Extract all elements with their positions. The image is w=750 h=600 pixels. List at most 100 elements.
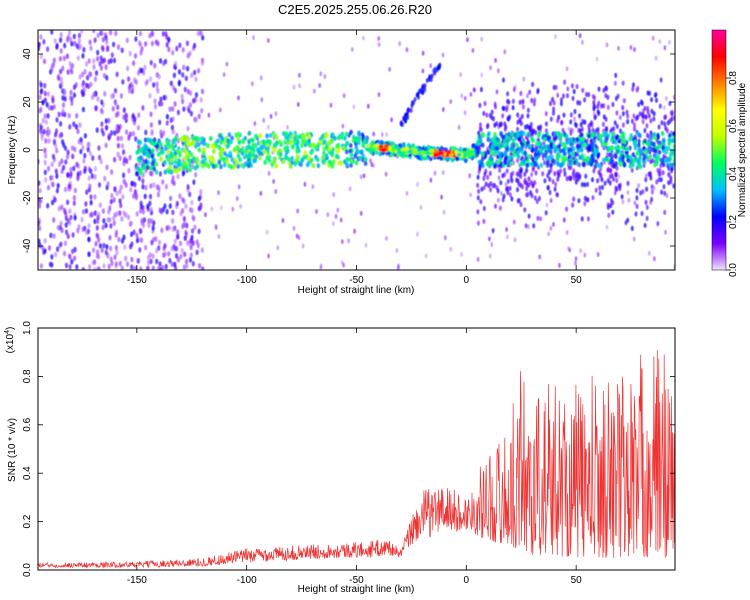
spectrogram-cell xyxy=(550,154,554,160)
spectrogram-cell xyxy=(665,128,669,134)
spectrogram-cell xyxy=(96,56,100,62)
colorbar-tick-label: 0.4 xyxy=(728,167,739,181)
spectrogram-cell xyxy=(59,68,63,75)
spectrogram-cell xyxy=(583,142,587,148)
spectrogram-cell xyxy=(536,215,540,221)
spectrogram-cell xyxy=(530,172,533,178)
spectrogram-cell xyxy=(353,228,356,234)
spectrogram-cell xyxy=(127,167,131,174)
spectrogram-cell xyxy=(548,189,552,196)
spectrogram-cell xyxy=(672,183,675,189)
spectrogram-cell xyxy=(127,76,131,82)
spectrogram-cell xyxy=(211,157,215,163)
spectrogram-cell xyxy=(154,161,159,167)
spectrogram-cell xyxy=(477,133,482,139)
spectrogram-cell xyxy=(371,147,376,152)
spectrogram-cell xyxy=(615,110,619,116)
spectrogram-cell xyxy=(246,163,251,169)
spectrogram-cell xyxy=(413,151,418,155)
spectrogram-cell xyxy=(229,164,234,170)
spectrogram-cell xyxy=(76,128,80,135)
spectrogram-cell xyxy=(620,194,624,200)
spectrogram-cell xyxy=(75,113,79,119)
spectrogram-cell xyxy=(537,195,541,202)
spectrogram-cell xyxy=(654,55,658,61)
spectrogram-cell xyxy=(671,109,674,115)
spectrogram-cell xyxy=(618,138,622,144)
spectrogram-cell xyxy=(189,252,193,258)
spectrogram-cell xyxy=(329,102,333,108)
spectrogram-cell xyxy=(231,206,235,212)
spectrogram-cell xyxy=(458,146,463,152)
spectrogram-cell xyxy=(552,100,556,106)
spectrogram-cell xyxy=(490,144,495,150)
spectrogram-cell xyxy=(70,258,74,265)
spectrogram-cell xyxy=(174,253,179,259)
spectrogram-cell xyxy=(570,151,575,157)
spectrogram-cell xyxy=(156,191,160,198)
spectrogram-cell xyxy=(119,135,123,142)
spectrogram-cell xyxy=(87,58,91,64)
spectrogram-cell xyxy=(655,179,659,185)
spectrogram-cell xyxy=(146,203,150,210)
spectrogram-cell xyxy=(495,89,499,95)
spectrogram-cell xyxy=(56,182,60,189)
spectrogram-cell xyxy=(612,126,616,132)
spectrogram-cell xyxy=(637,183,640,189)
spectrogram-cell xyxy=(38,180,41,186)
spectrogram-cell xyxy=(190,164,194,170)
spectrogram-cell xyxy=(354,145,359,150)
spectrogram-cell xyxy=(324,133,329,139)
spectrogram-cell xyxy=(171,116,175,122)
spectrogram-cell xyxy=(638,155,642,160)
spectrogram-cell xyxy=(547,231,550,237)
spectrogram-cell xyxy=(487,131,491,137)
spectrogram-cell xyxy=(149,258,153,265)
spectrogram-cell xyxy=(650,141,655,147)
spectrogram-cell xyxy=(502,77,505,83)
spectrogram-cell xyxy=(50,175,54,181)
spectrogram-cell xyxy=(122,210,126,216)
spectrogram-cell xyxy=(635,203,639,209)
spectrogram-cell xyxy=(652,111,656,117)
spectrogram-cell xyxy=(89,194,93,200)
spectrogram-cell xyxy=(657,144,662,150)
spectrogram-cell xyxy=(93,37,97,43)
spectrogram-cell xyxy=(494,58,497,63)
spectrogram-cell xyxy=(62,250,67,257)
spectrogram-cell xyxy=(342,93,346,98)
spectrogram-cell xyxy=(97,211,101,218)
spectrogram-cell xyxy=(169,195,173,202)
spectrogram-cell xyxy=(289,139,293,145)
spectrogram-cell xyxy=(344,131,349,137)
colorbar-label: Normalized spectral amplitude xyxy=(737,82,748,217)
spectrogram-cell xyxy=(645,186,649,192)
spectrogram-cell xyxy=(268,133,273,138)
spectrogram-cell xyxy=(549,116,553,122)
spectrogram-cell xyxy=(251,137,255,143)
spectrogram-cell xyxy=(621,80,625,86)
spectrogram-cell xyxy=(450,157,454,163)
spectrogram-cell xyxy=(618,162,623,167)
spectrogram-cell xyxy=(632,236,636,242)
spectrogram-cell xyxy=(357,130,361,136)
spectrogram-cell xyxy=(232,147,237,153)
spectrogram-cell xyxy=(337,160,342,166)
spectrogram-cell xyxy=(163,169,168,175)
spectrogram-cell xyxy=(291,144,295,150)
spectrogram-cell xyxy=(646,109,650,115)
spectrogram-cell xyxy=(141,105,145,111)
spectrogram-cell xyxy=(188,191,192,198)
spectrogram-cell xyxy=(119,93,123,99)
spectrogram-cell xyxy=(463,96,467,101)
spectrogram-cell xyxy=(472,87,476,93)
spectrogram-cell xyxy=(658,103,662,109)
spectrogram-cell xyxy=(159,156,163,162)
spectrogram-cell xyxy=(67,183,71,189)
spectrogram-cell xyxy=(265,229,269,235)
spectrogram-cell xyxy=(446,150,451,154)
spectrogram-cell xyxy=(167,46,171,53)
spectrogram-cell xyxy=(562,93,565,99)
spectrogram-cell xyxy=(86,74,90,81)
spectrogram-cell xyxy=(645,204,649,210)
